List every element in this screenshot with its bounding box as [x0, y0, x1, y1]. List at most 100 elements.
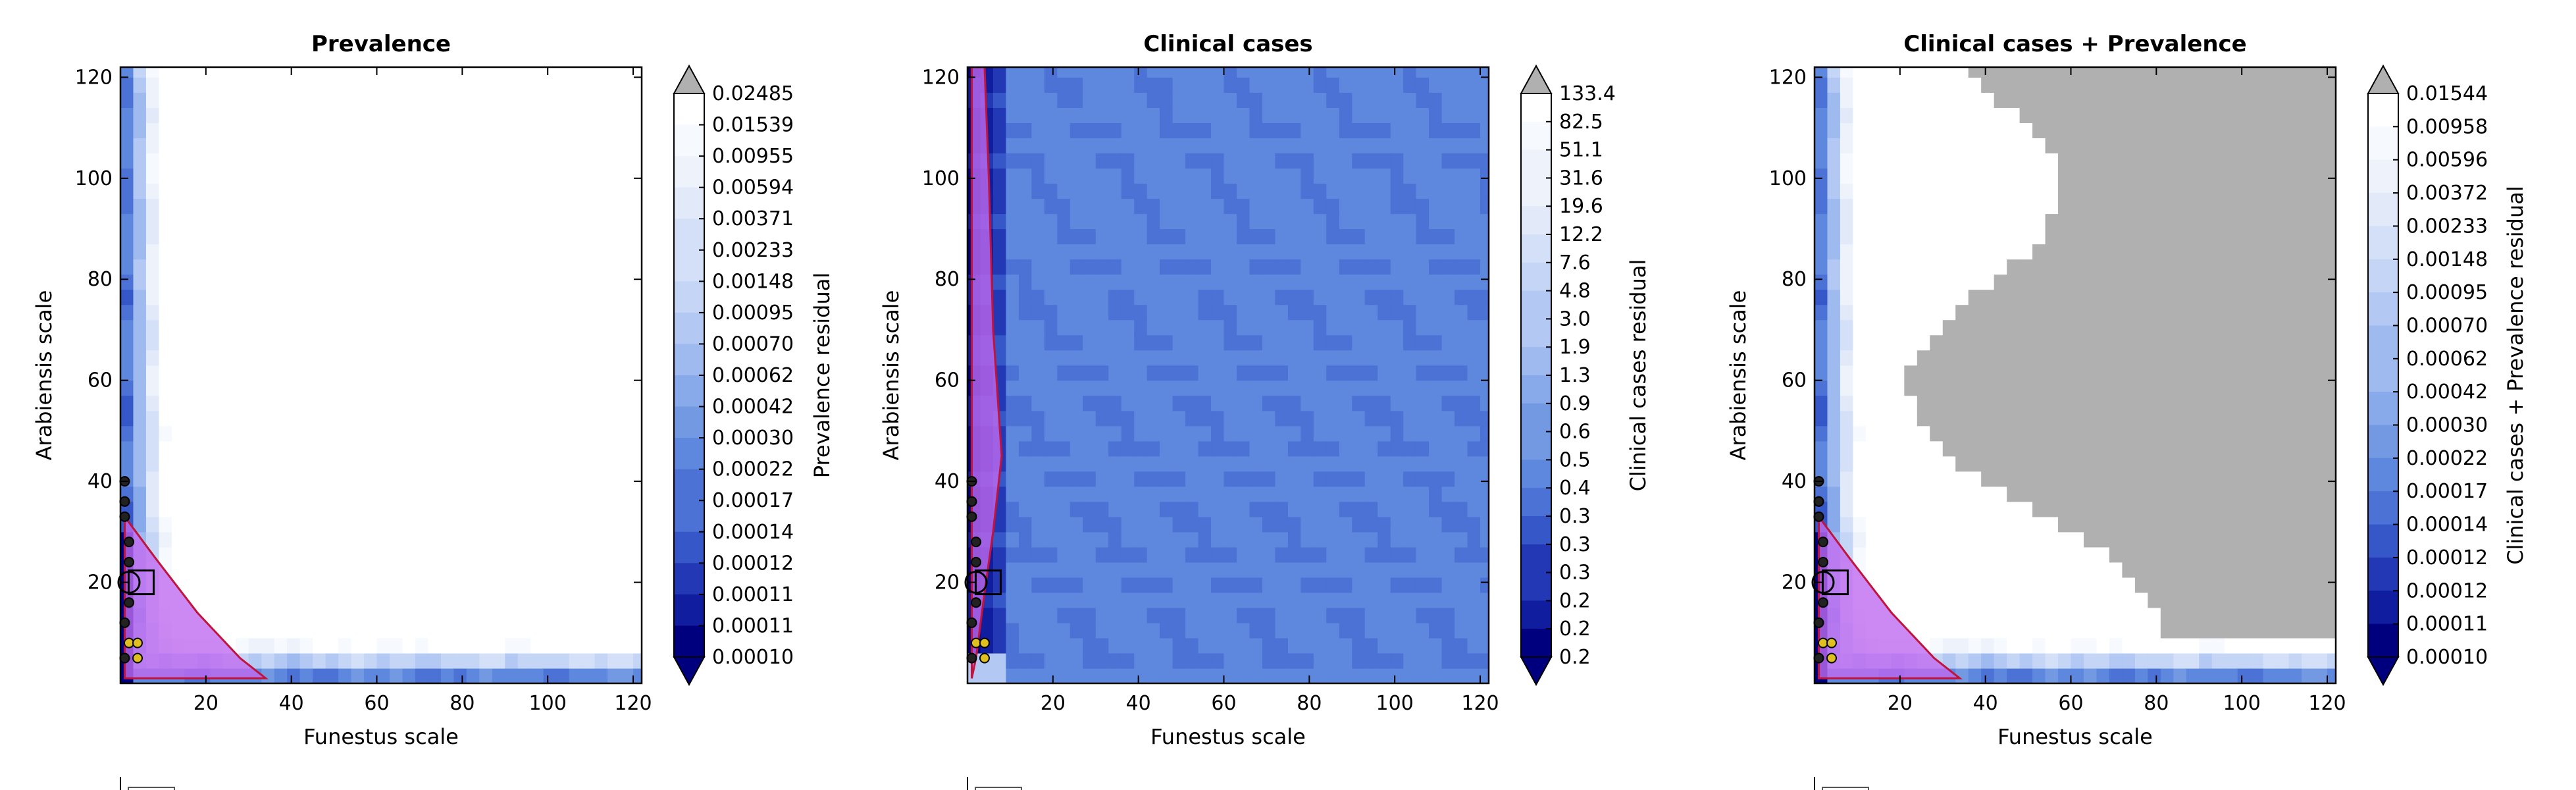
colorbar-tick-label: 19.6	[1559, 195, 1603, 218]
colorbar-tick-label: 0.9	[1559, 392, 1591, 415]
colorbar-label: Prevalence residual	[810, 273, 835, 479]
colorbar-tick-label: 0.00030	[712, 427, 794, 450]
x-tick-label: 80	[2144, 692, 2169, 715]
colorbar-segment	[674, 406, 704, 438]
colorbar-tick-label: 4.8	[1559, 280, 1591, 303]
colorbar-tick-label: 82.5	[1559, 111, 1603, 134]
sample-point	[123, 556, 134, 567]
colorbar-segment	[2368, 93, 2398, 127]
sample-point	[119, 511, 130, 522]
colorbar-under-triangle	[673, 656, 706, 687]
colorbar-segment	[2368, 226, 2398, 260]
colorbar-tick-label: 0.00022	[2406, 447, 2488, 470]
sample-point	[979, 637, 990, 648]
colorbar-tick-label: 12.2	[1559, 223, 1603, 246]
colorbar-tick-label: 133.4	[1559, 82, 1616, 105]
colorbar-segment	[2368, 425, 2398, 459]
colorbar-segment	[674, 93, 704, 126]
y-tick-label: 60	[935, 369, 960, 392]
sample-point	[1813, 511, 1824, 522]
colorbar-tick-label: 0.00095	[712, 302, 794, 325]
x-tick-label: 60	[364, 692, 389, 715]
colorbar-tick-label: 0.00014	[2406, 514, 2488, 537]
sample-point	[1813, 652, 1824, 664]
colorbar-label: Clinical cases + Prevalence residual	[2503, 186, 2528, 564]
colorbar-tick-label: 0.00233	[712, 239, 794, 262]
colorbar-segment	[674, 438, 704, 470]
colorbar-segment	[1521, 572, 1551, 601]
sample-point	[970, 637, 981, 648]
x-tick-label: 80	[450, 692, 475, 715]
axes-frame	[1813, 66, 2337, 685]
chart-panel-2: 20 40 60 80 100 120 20 40 60 80 100 120 Clinical cas…	[879, 31, 1651, 790]
colorbar-segment	[1521, 600, 1551, 629]
contour-region	[970, 67, 1003, 679]
y-tick-label: 60	[1782, 369, 1807, 392]
colorbar-over-triangle	[1520, 64, 1553, 94]
colorbar-tick-label: 31.6	[1559, 167, 1603, 190]
colorbar-segment	[674, 563, 704, 595]
colorbar-tick-label: 3.0	[1559, 307, 1591, 330]
colorbar-segment	[1521, 460, 1551, 488]
colorbar-segment	[2368, 591, 2398, 625]
x-axis-label: Funestus scale	[303, 724, 459, 749]
colorbar-tick-label: 0.6	[1559, 421, 1591, 444]
sample-point	[132, 637, 143, 648]
colorbar-tick-label: 0.00596	[2406, 149, 2488, 172]
colorbar-tick-label: 0.00010	[2406, 646, 2488, 669]
y-tick-label: 80	[1782, 268, 1807, 291]
colorbar-segment	[674, 124, 704, 157]
colorbar-tick-label: 0.00014	[712, 521, 794, 544]
colorbar-tick-label: 0.00062	[712, 364, 794, 387]
colorbar-segment	[2368, 292, 2398, 326]
colorbar-tick-label: 0.00148	[2406, 248, 2488, 271]
y-axis-label: Arabiensis scale	[32, 290, 57, 461]
colorbar-segment	[1521, 347, 1551, 376]
y-tick-label: 120	[1769, 66, 1807, 89]
colorbar-tick-label: 0.2	[1559, 646, 1591, 669]
colorbar-tick-label: 0.00070	[712, 332, 794, 356]
sample-point	[966, 496, 977, 507]
sample-point	[1826, 652, 1837, 664]
y-tick-label: 20	[1782, 571, 1807, 594]
colorbar-label: Clinical cases residual	[1626, 259, 1651, 492]
sample-point	[966, 511, 977, 522]
sample-point	[123, 637, 134, 648]
heatmap-field	[120, 67, 642, 683]
chart-title: Prevalence	[311, 31, 451, 57]
colorbar-segment	[1521, 290, 1551, 319]
sample-point	[119, 496, 130, 507]
colorbar-tick-label: 0.00095	[2406, 281, 2488, 304]
x-axis-label: Funestus scale	[1150, 724, 1306, 749]
colorbar-segment	[1521, 93, 1551, 122]
colorbar-tick-label: 0.00017	[2406, 480, 2488, 503]
colorbar-segment	[674, 594, 704, 626]
colorbar-segment	[2368, 159, 2398, 194]
colorbar-tick-label: 0.00070	[2406, 314, 2488, 337]
sample-point	[1817, 556, 1828, 567]
x-tick-label: 120	[2308, 692, 2346, 715]
colorbar-tick-label: 0.00012	[2406, 546, 2488, 569]
colorbar-tick-label: 0.00030	[2406, 414, 2488, 437]
colorbar-under-triangle	[2367, 656, 2400, 687]
y-tick-label: 120	[922, 66, 960, 89]
colorbar-tick-label: 0.02485	[712, 82, 794, 105]
heatmap-field	[967, 67, 1489, 683]
colorbar-segment	[674, 250, 704, 282]
colorbar-segment	[1521, 488, 1551, 517]
colorbar-tick-label: 0.3	[1559, 562, 1591, 585]
colorbar-segment	[2368, 193, 2398, 226]
y-tick-label: 40	[1782, 470, 1807, 493]
colorbar-segment	[1521, 375, 1551, 404]
x-axis-label: Funestus scale	[1997, 724, 2153, 749]
colorbar-segment	[1521, 431, 1551, 460]
colorbar: 0.01544 0.00958 0.00596 0.00372 0.00233 0.001…	[2367, 64, 2528, 687]
colorbar-segment	[674, 531, 704, 564]
heatmap-field	[1815, 67, 2336, 683]
colorbar-tick-label: 0.5	[1559, 448, 1591, 471]
colorbar-tick-label: 0.00011	[712, 583, 794, 606]
colorbar-tick-label: 0.00233	[2406, 215, 2488, 238]
colorbar-segment	[1521, 206, 1551, 235]
chart-panel-3: 20 40 60 80 100 120 20 40 60 80 100 120 Clinical cas…	[1726, 31, 2528, 790]
colorbar-segment	[674, 375, 704, 408]
